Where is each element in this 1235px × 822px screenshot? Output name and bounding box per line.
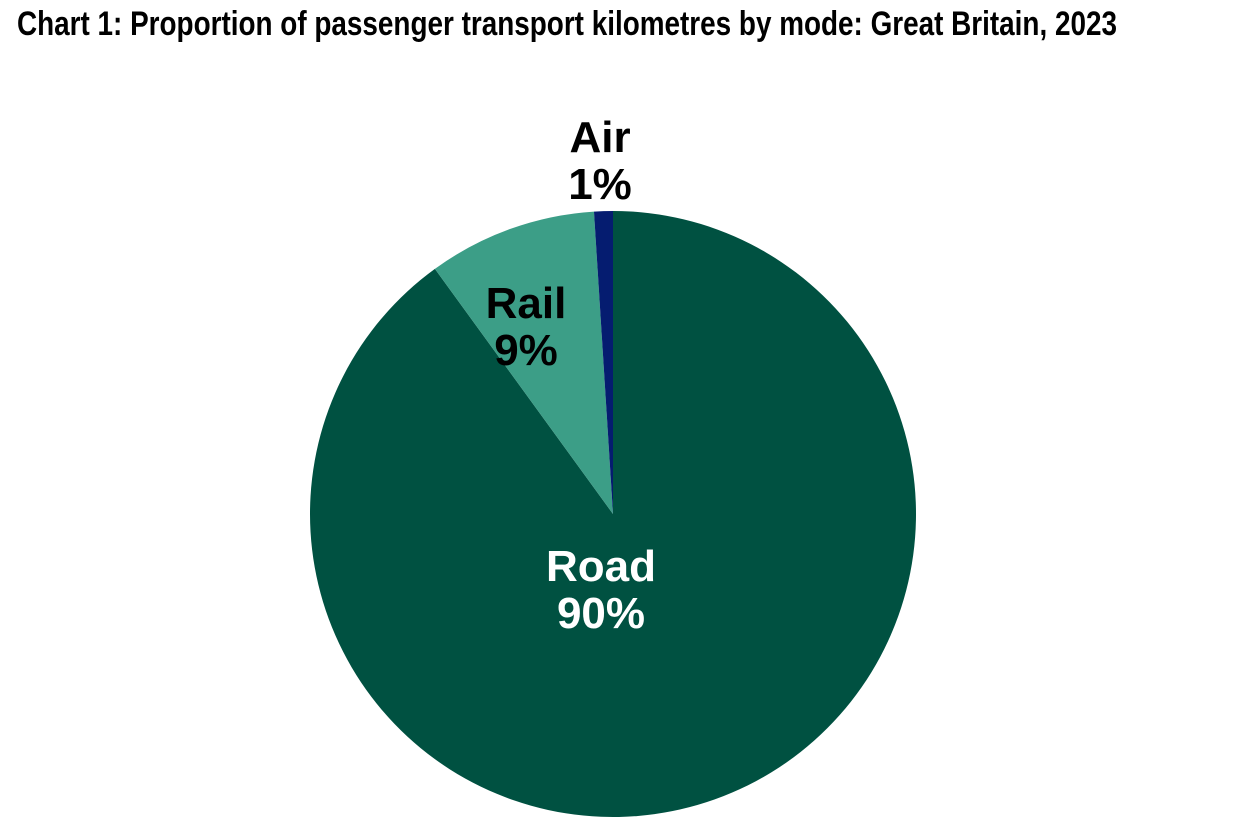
pie-label-rail-name: Rail [485,279,567,328]
pie-label-air-value: 1% [568,160,632,209]
chart-title: Chart 1: Proportion of passenger transpo… [17,5,1117,43]
pie-label-road-value: 90% [556,589,646,638]
pie-label-air-name: Air [569,113,631,162]
pie-label-rail: Rail 9% [416,280,636,374]
pie-slice-air [593,211,613,514]
pie-label-road-name: Road [546,542,656,591]
pie-label-rail-value: 9% [494,326,558,375]
pie-slice-rail [434,211,613,514]
pie-label-road: Road 90% [491,543,711,637]
pie-slice-road [310,211,917,818]
pie-label-air: Air 1% [490,114,710,208]
